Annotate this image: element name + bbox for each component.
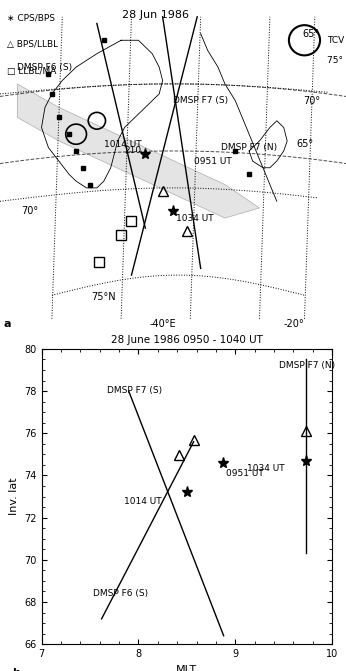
Text: 1014 UT: 1014 UT — [104, 140, 142, 149]
Text: 70°: 70° — [21, 207, 38, 216]
Text: 1014 UT: 1014 UT — [124, 497, 162, 505]
Text: 65°: 65° — [296, 140, 313, 149]
Text: □ LLBL/MA: □ LLBL/MA — [7, 67, 56, 76]
Text: DMSP F7 (N): DMSP F7 (N) — [221, 143, 277, 152]
Y-axis label: Inv. lat: Inv. lat — [9, 478, 19, 515]
Text: -40°E: -40°E — [149, 319, 176, 329]
Text: 28 Jun 1986: 28 Jun 1986 — [122, 10, 189, 20]
Text: b: b — [12, 668, 20, 671]
Title: 28 June 1986 0950 - 1040 UT: 28 June 1986 0950 - 1040 UT — [111, 336, 263, 346]
Text: 75°N: 75°N — [91, 292, 116, 302]
Text: DMSP F7 (N): DMSP F7 (N) — [279, 361, 335, 370]
Text: 65°: 65° — [303, 29, 320, 38]
Text: 1034 UT: 1034 UT — [247, 464, 284, 473]
X-axis label: MLT: MLT — [176, 664, 198, 671]
Text: 0951 UT: 0951 UT — [226, 469, 263, 478]
Text: DMSP F7 (S): DMSP F7 (S) — [173, 96, 228, 105]
Text: △ BPS/LLBL: △ BPS/LLBL — [7, 40, 58, 49]
Text: DMSP F6 (S): DMSP F6 (S) — [93, 588, 148, 598]
Text: DMSP F7 (S): DMSP F7 (S) — [107, 386, 163, 395]
Text: 210: 210 — [125, 146, 142, 156]
Text: -20°: -20° — [284, 319, 304, 329]
Text: 75° Inv.lat.: 75° Inv.lat. — [327, 56, 346, 65]
Text: TCV Centre: TCV Centre — [327, 36, 346, 45]
Text: a: a — [3, 319, 11, 329]
Text: DMSP F6 (S): DMSP F6 (S) — [17, 62, 72, 72]
Text: 70°: 70° — [303, 96, 320, 105]
Text: 1034 UT: 1034 UT — [176, 213, 214, 223]
Text: 0951 UT: 0951 UT — [194, 156, 231, 166]
Text: ∗ CPS/BPS: ∗ CPS/BPS — [7, 13, 55, 22]
Polygon shape — [17, 84, 260, 218]
